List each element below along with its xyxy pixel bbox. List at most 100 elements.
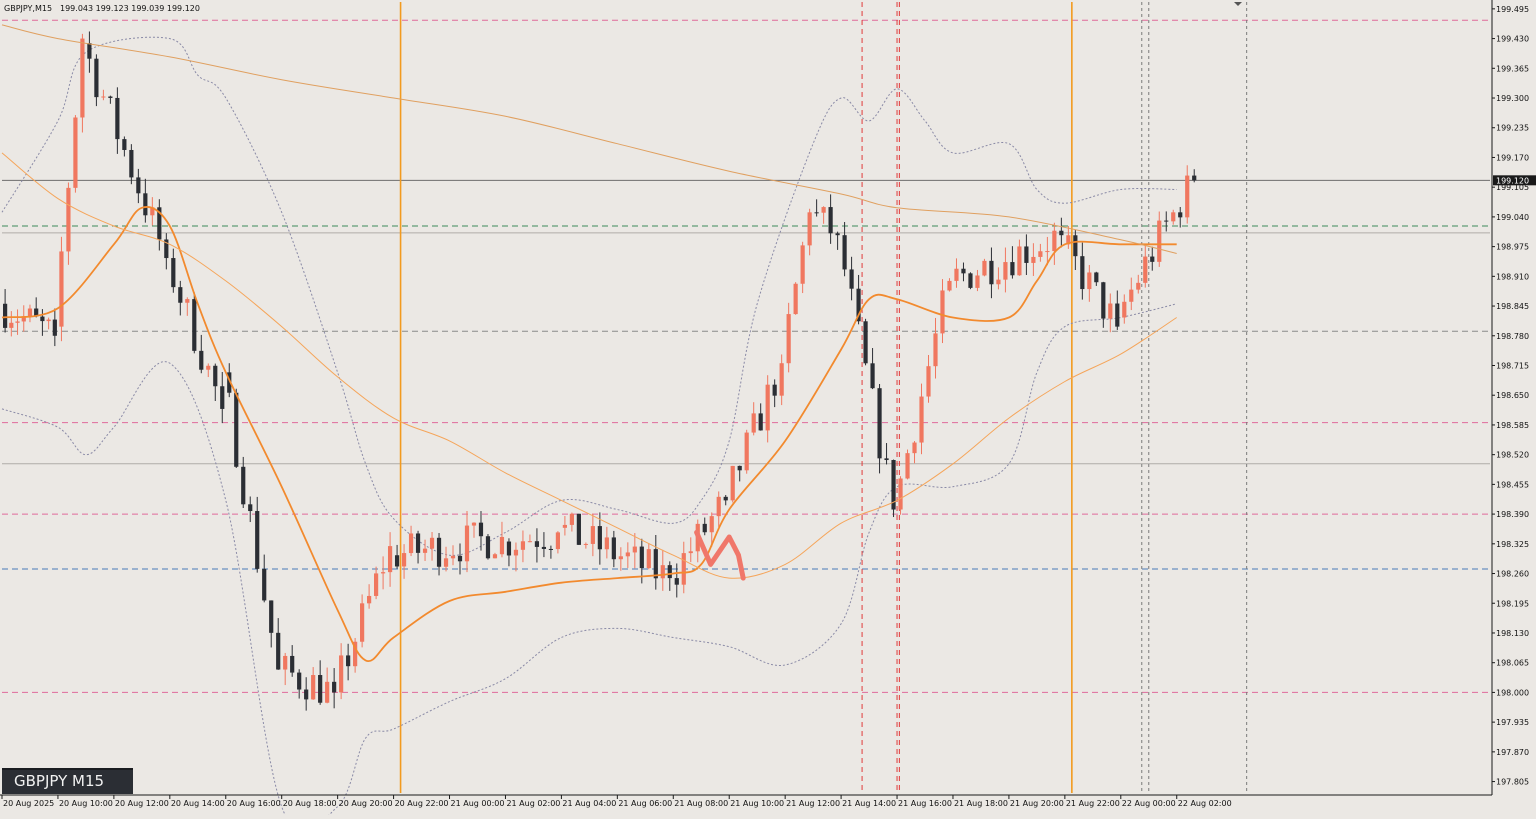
bull-candle — [1185, 175, 1190, 218]
price-tick-label: 197.870 — [1496, 748, 1529, 757]
bear-candle — [234, 392, 239, 467]
bull-candle — [353, 641, 358, 667]
price-tick-label: 198.455 — [1496, 480, 1529, 489]
bear-candle — [192, 299, 197, 351]
long-MA-line — [1, 24, 1177, 254]
bull-candle — [1108, 303, 1113, 319]
bull-candle — [429, 537, 435, 549]
bull-candle — [646, 549, 651, 569]
bull-candle — [555, 532, 561, 550]
bull-candle — [569, 513, 574, 525]
bear-candle — [541, 546, 547, 549]
bull-candle — [905, 453, 910, 479]
price-tick-label: 198.845 — [1496, 302, 1529, 311]
bear-candle — [241, 466, 246, 505]
bear-candle — [94, 58, 99, 98]
bull-candle — [793, 283, 798, 315]
price-tick-label: 199.495 — [1496, 5, 1529, 14]
time-tick-label: 21 Aug 04:00 — [562, 799, 616, 808]
time-tick-label: 21 Aug 18:00 — [954, 799, 1008, 808]
bull-candle — [408, 533, 414, 554]
price-tick-label: 198.910 — [1496, 272, 1529, 281]
bear-candle — [220, 386, 225, 409]
bear-candle — [485, 536, 491, 559]
shift-marker-icon[interactable] — [1234, 2, 1242, 6]
bear-candle — [227, 372, 232, 393]
time-tick-label: 21 Aug 00:00 — [451, 799, 505, 808]
bear-candle — [394, 555, 400, 567]
bull-candle — [387, 546, 393, 573]
bull-candle — [898, 478, 903, 510]
price-tick-label: 198.065 — [1496, 659, 1529, 668]
bear-candle — [1101, 282, 1106, 319]
bull-candle — [401, 553, 407, 567]
bull-candle — [9, 322, 14, 328]
bull-candle — [1087, 272, 1092, 290]
price-axis-panel[interactable] — [1492, 0, 1536, 815]
bull-candle — [1045, 251, 1050, 253]
bull-candle — [101, 96, 106, 98]
bull-candle — [527, 541, 533, 543]
bear-candle — [1024, 246, 1029, 263]
bear-candle — [136, 177, 141, 194]
bull-candle — [751, 413, 756, 433]
bull-candle — [1157, 220, 1162, 262]
price-tick-label: 199.300 — [1496, 94, 1529, 103]
bear-candle — [989, 260, 994, 285]
price-tick-label: 199.040 — [1496, 213, 1529, 222]
vertical-lines[interactable] — [399, 2, 1248, 793]
time-tick-label: 20 Aug 20:00 — [339, 799, 393, 808]
bollinger-bands — [1, 36, 1177, 819]
price-axis: 199.495 199.430 199.365 199.300 199.235 199.1… — [1492, 5, 1529, 787]
bull-candle — [21, 316, 26, 322]
time-tick-label: 21 Aug 02:00 — [506, 799, 560, 808]
bull-candle — [807, 212, 812, 246]
bear-candle — [506, 541, 512, 556]
chart-symbol: GBPJPY,M15 — [4, 4, 52, 13]
bear-candle — [667, 565, 672, 579]
bull-candle — [604, 537, 609, 550]
time-tick-label: 21 Aug 10:00 — [730, 799, 784, 808]
bull-candle — [1031, 256, 1036, 263]
bear-candle — [674, 578, 679, 585]
time-tick-label: 20 Aug 2025 — [3, 799, 54, 808]
bear-candle — [157, 207, 162, 240]
bear-candle — [171, 258, 176, 288]
time-tick-label: 21 Aug 16:00 — [898, 799, 952, 808]
price-tick-label: 198.715 — [1496, 361, 1529, 370]
chart-ohlc: 199.043 199.123 199.039 199.120 — [60, 4, 200, 13]
bull-candle — [59, 251, 64, 327]
bear-candle — [870, 363, 875, 389]
current-price-tag: 199.120 — [1493, 175, 1536, 186]
bear-candle — [164, 239, 169, 259]
bear-candle — [863, 321, 868, 364]
price-tick-label: 199.365 — [1496, 64, 1529, 73]
bull-candle — [311, 675, 316, 700]
bear-candle — [1150, 256, 1155, 262]
bear-candle — [40, 316, 45, 322]
price-tick-label: 199.430 — [1496, 35, 1529, 44]
lower-band-line — [1, 303, 1177, 819]
moving-averages — [1, 24, 1177, 663]
bull-candle — [681, 553, 686, 585]
drawn-annotation[interactable] — [694, 529, 746, 581]
bear-candle — [318, 675, 323, 703]
horizontal-levels[interactable] — [2, 19, 1490, 693]
bear-candle — [737, 465, 742, 471]
bear-candle — [248, 504, 253, 512]
bull-candle — [730, 465, 735, 501]
bear-candle — [772, 384, 777, 396]
hand-drawn-arrow[interactable] — [694, 529, 746, 581]
bear-candle — [1192, 175, 1197, 181]
current-price-label: 199.120 — [1496, 176, 1529, 185]
time-tick-label: 20 Aug 10:00 — [59, 799, 113, 808]
slow-MA-line — [1, 152, 1177, 579]
bear-candle — [108, 96, 113, 98]
bear-candle — [576, 513, 581, 545]
bear-candle — [457, 555, 463, 562]
bear-candle — [639, 546, 644, 569]
bull-candle — [779, 363, 784, 396]
time-tick-label: 21 Aug 12:00 — [786, 799, 840, 808]
